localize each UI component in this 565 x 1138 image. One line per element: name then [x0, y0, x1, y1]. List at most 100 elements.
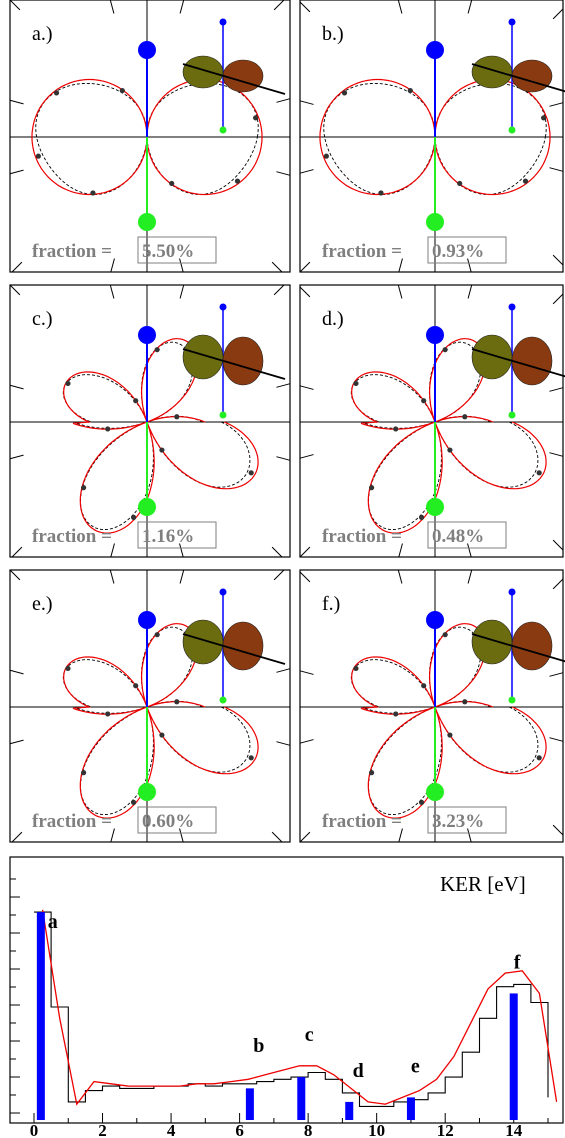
- data-point: [462, 699, 468, 705]
- data-point: [323, 153, 329, 159]
- peak-label-c: c: [305, 1024, 314, 1046]
- peak-label-a: a: [48, 911, 58, 933]
- angle-tick: [11, 546, 23, 558]
- angle-tick: [276, 668, 291, 673]
- inset-lobe: [222, 59, 264, 93]
- angle-tick: [179, 284, 185, 299]
- x-tick-label: 10: [368, 1121, 385, 1138]
- data-point: [159, 732, 165, 738]
- fraction-label: fraction =: [322, 241, 402, 262]
- data-point: [522, 178, 529, 184]
- fraction-label: fraction =: [32, 811, 112, 832]
- data-point: [65, 380, 71, 387]
- angle-tick: [273, 0, 285, 11]
- fraction-box: [137, 521, 217, 549]
- panel-frame: [299, 0, 564, 273]
- angle-tick: [549, 167, 564, 172]
- angle-tick: [299, 571, 311, 583]
- angle-tick: [299, 169, 314, 174]
- inset-blue-atom: [508, 303, 516, 311]
- blue-atom: [138, 326, 156, 344]
- angle-tick: [9, 739, 24, 745]
- angle-tick: [299, 1, 311, 13]
- x-tick-label: 2: [98, 1121, 107, 1138]
- angle-tick: [398, 543, 403, 558]
- angle-tick: [109, 569, 115, 584]
- angle-tick: [11, 261, 23, 273]
- angle-tick: [552, 293, 564, 305]
- fraction-label: fraction =: [32, 526, 112, 547]
- inset-blue-atom: [219, 588, 227, 596]
- inset-blue-atom: [508, 588, 516, 596]
- histogram-step-line: [34, 911, 549, 1107]
- angle-tick: [110, 828, 115, 843]
- data-point: [105, 426, 111, 432]
- data-point: [353, 380, 359, 387]
- angle-tick: [549, 737, 564, 742]
- bar-b: [245, 1088, 254, 1120]
- angle-tick: [276, 456, 291, 461]
- data-point: [133, 398, 139, 404]
- histogram-axis-title: KER [eV]: [440, 872, 526, 896]
- inset-lobe: [511, 336, 553, 386]
- inset-lobe: [511, 621, 553, 671]
- data-point: [378, 190, 384, 196]
- green-atom: [138, 213, 156, 231]
- panel-c: c.) fraction = 1.16%: [9, 284, 291, 558]
- data-point: [53, 90, 60, 96]
- angle-tick: [552, 8, 564, 20]
- angle-tick: [110, 258, 115, 273]
- ker-histogram: a b c d e f KER [eV] 0 2 4 6 8 10 12 14: [9, 856, 564, 1138]
- data-point: [133, 683, 139, 689]
- measured-distribution: [62, 626, 251, 815]
- histogram-ticks: [10, 878, 549, 1123]
- panel-label: e.): [32, 593, 53, 615]
- data-point: [174, 699, 180, 705]
- inset-arrow: [182, 63, 286, 95]
- panel-frame: [9, 0, 291, 273]
- fraction-label: fraction =: [322, 811, 402, 832]
- angle-tick: [276, 741, 291, 746]
- green-atom: [138, 783, 156, 801]
- inset-arrow: [471, 633, 565, 663]
- x-tick-label: 6: [235, 1121, 244, 1138]
- data-point: [457, 180, 463, 187]
- inset-lobe: [182, 55, 224, 89]
- blue-atom: [426, 326, 444, 344]
- angle-tick: [179, 543, 184, 558]
- peak-label-e: e: [411, 1056, 420, 1078]
- x-tick-label: 8: [304, 1121, 313, 1138]
- angle-tick: [9, 669, 24, 675]
- fraction-value: 0.48%: [432, 526, 484, 547]
- angle-tick: [467, 258, 472, 273]
- blue-atom: [426, 611, 444, 629]
- panel-frame: [299, 569, 564, 843]
- fraction-label: fraction =: [32, 241, 112, 262]
- angle-tick: [276, 171, 291, 176]
- inset-arrow: [471, 63, 565, 93]
- angle-tick: [271, 261, 283, 273]
- angle-tick: [109, 284, 115, 299]
- peak-label-b: b: [253, 1035, 264, 1057]
- inset-green-atom: [219, 411, 227, 419]
- bar-c: [297, 1077, 306, 1120]
- data-point: [418, 514, 425, 520]
- data-point: [130, 514, 137, 520]
- data-point: [253, 115, 259, 121]
- angle-tick: [299, 100, 314, 105]
- data-point: [393, 426, 399, 432]
- angle-tick: [273, 569, 285, 581]
- data-point: [421, 683, 427, 689]
- inset-lobe: [511, 59, 553, 93]
- fraction-box: [137, 236, 217, 264]
- fit-distribution: [31, 78, 263, 196]
- inset-blue-atom: [219, 18, 227, 26]
- bar-a: [36, 912, 45, 1120]
- fraction-value: 3.23%: [432, 811, 484, 832]
- data-point: [536, 755, 542, 761]
- histogram-fit-curve: [41, 909, 558, 1106]
- angle-tick: [179, 258, 184, 273]
- fraction-box: [427, 521, 507, 549]
- angle-tick: [299, 385, 314, 390]
- panel-label: c.): [32, 308, 53, 330]
